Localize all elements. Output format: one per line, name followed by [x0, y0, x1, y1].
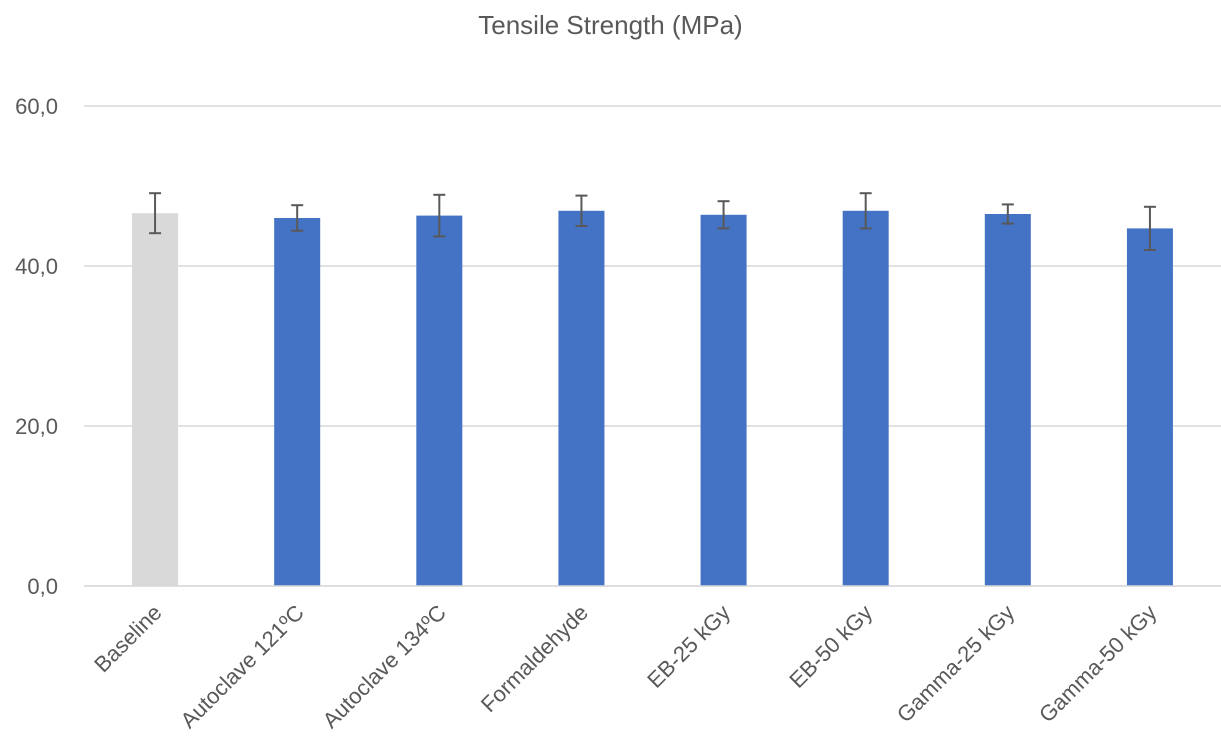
- y-tick-label: 20,0: [15, 414, 58, 439]
- bar: [132, 213, 179, 586]
- chart-title: Tensile Strength (MPa): [478, 10, 743, 40]
- x-tick-label: Autoclave 121ºC: [176, 600, 309, 733]
- x-tick-label: Baseline: [89, 600, 166, 677]
- bar: [1126, 228, 1173, 586]
- bar: [700, 214, 747, 587]
- bar: [842, 210, 889, 587]
- bar: [416, 215, 463, 586]
- y-tick-label: 0,0: [27, 574, 58, 599]
- bar: [984, 214, 1031, 586]
- bar: [274, 218, 321, 586]
- x-tick-label: EB-50 kGy: [784, 600, 877, 693]
- x-tick-label: Gamma-50 kGy: [1034, 600, 1161, 727]
- x-tick-label: Autoclave 134ºC: [318, 600, 451, 733]
- y-tick-label: 60,0: [15, 94, 58, 119]
- x-tick-label: Gamma-25 kGy: [892, 600, 1019, 727]
- y-tick-label: 40,0: [15, 254, 58, 279]
- x-tick-label: Formaldehyde: [476, 600, 593, 717]
- x-tick-label: EB-25 kGy: [642, 600, 735, 693]
- bar: [558, 210, 605, 587]
